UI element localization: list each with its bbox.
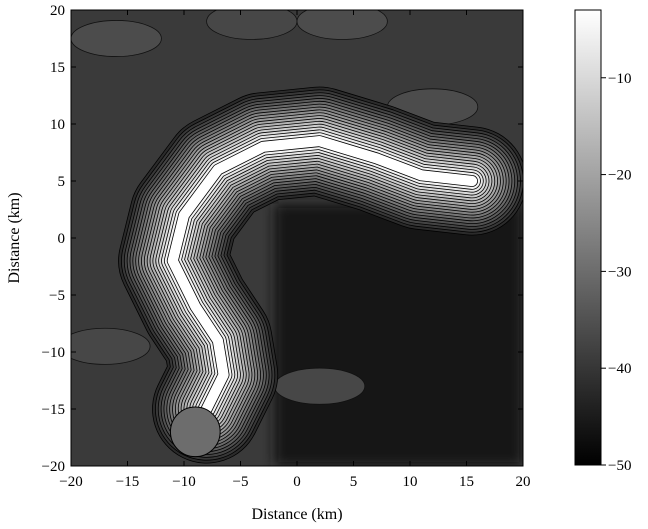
light-patch [206, 10, 298, 40]
y-tick-label: 5 [58, 174, 66, 190]
y-tick-label: −15 [42, 402, 65, 418]
ridge-end-cap [169, 406, 221, 458]
x-tick-label: 5 [350, 474, 358, 490]
colorbar-tick-label: −20 [608, 168, 631, 184]
y-tick-label: −20 [42, 459, 65, 475]
x-tick-label: −10 [172, 474, 195, 490]
y-axis: −20 −15 −10 −5 0 5 10 15 20 [42, 3, 523, 475]
colorbar-ticks: −10 −20 −30 −40 −50 [601, 71, 631, 474]
colorbar-tick-label: −40 [608, 361, 631, 377]
x-tick-label: 20 [516, 474, 531, 490]
dark-region [274, 203, 523, 466]
colorbar-tick-label: −50 [608, 458, 631, 474]
contour-band [167, 136, 478, 415]
contour-ridge [118, 86, 523, 464]
x-tick-label: 15 [459, 474, 474, 490]
contour-patches [71, 10, 523, 466]
colorbar-tick-label: −30 [608, 264, 631, 280]
colorbar: −10 −20 −30 −40 −50 [574, 9, 631, 474]
colorbar-tick-label: −10 [608, 71, 631, 87]
light-patch [273, 367, 366, 405]
y-tick-label: 10 [50, 117, 65, 133]
y-tick-label: 15 [50, 60, 65, 76]
x-tick-label: 0 [293, 474, 301, 490]
x-axis: −20 −15 −10 −5 0 5 10 15 20 [59, 10, 531, 490]
y-tick-label: 0 [58, 231, 66, 247]
light-patch [71, 327, 151, 365]
y-tick-label: 20 [50, 3, 65, 19]
y-tick-label: −5 [49, 288, 65, 304]
y-axis-label: Distance (km) [6, 192, 23, 283]
x-axis-label: Distance (km) [251, 506, 342, 523]
colorbar-gradient [574, 9, 602, 466]
y-tick-label: −10 [42, 345, 65, 361]
light-patch [296, 10, 388, 40]
x-tick-label: −20 [59, 474, 82, 490]
x-tick-label: 10 [403, 474, 418, 490]
x-tick-label: −15 [116, 474, 139, 490]
x-tick-label: −5 [233, 474, 249, 490]
plot-area [70, 9, 524, 467]
light-patch [71, 20, 162, 57]
